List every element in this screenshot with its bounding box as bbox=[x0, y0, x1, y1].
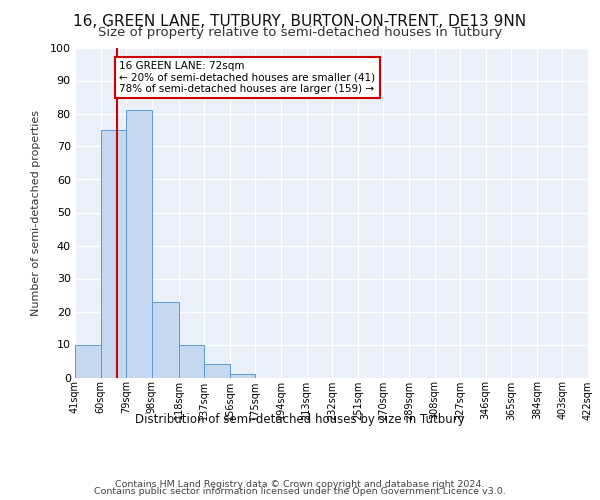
Text: 16, GREEN LANE, TUTBURY, BURTON-ON-TRENT, DE13 9NN: 16, GREEN LANE, TUTBURY, BURTON-ON-TRENT… bbox=[73, 14, 527, 29]
Bar bbox=[230, 374, 256, 378]
Text: Size of property relative to semi-detached houses in Tutbury: Size of property relative to semi-detach… bbox=[98, 26, 502, 39]
Bar bbox=[179, 344, 204, 378]
Text: Contains HM Land Registry data © Crown copyright and database right 2024.: Contains HM Land Registry data © Crown c… bbox=[115, 480, 485, 489]
Text: Contains public sector information licensed under the Open Government Licence v3: Contains public sector information licen… bbox=[94, 487, 506, 496]
Bar bbox=[126, 110, 152, 378]
Bar bbox=[101, 130, 126, 378]
Text: 16 GREEN LANE: 72sqm
← 20% of semi-detached houses are smaller (41)
78% of semi-: 16 GREEN LANE: 72sqm ← 20% of semi-detac… bbox=[119, 60, 376, 94]
Text: Distribution of semi-detached houses by size in Tutbury: Distribution of semi-detached houses by … bbox=[135, 412, 465, 426]
Bar bbox=[152, 302, 179, 378]
Bar bbox=[75, 344, 101, 378]
Bar bbox=[204, 364, 230, 378]
Y-axis label: Number of semi-detached properties: Number of semi-detached properties bbox=[31, 110, 41, 316]
